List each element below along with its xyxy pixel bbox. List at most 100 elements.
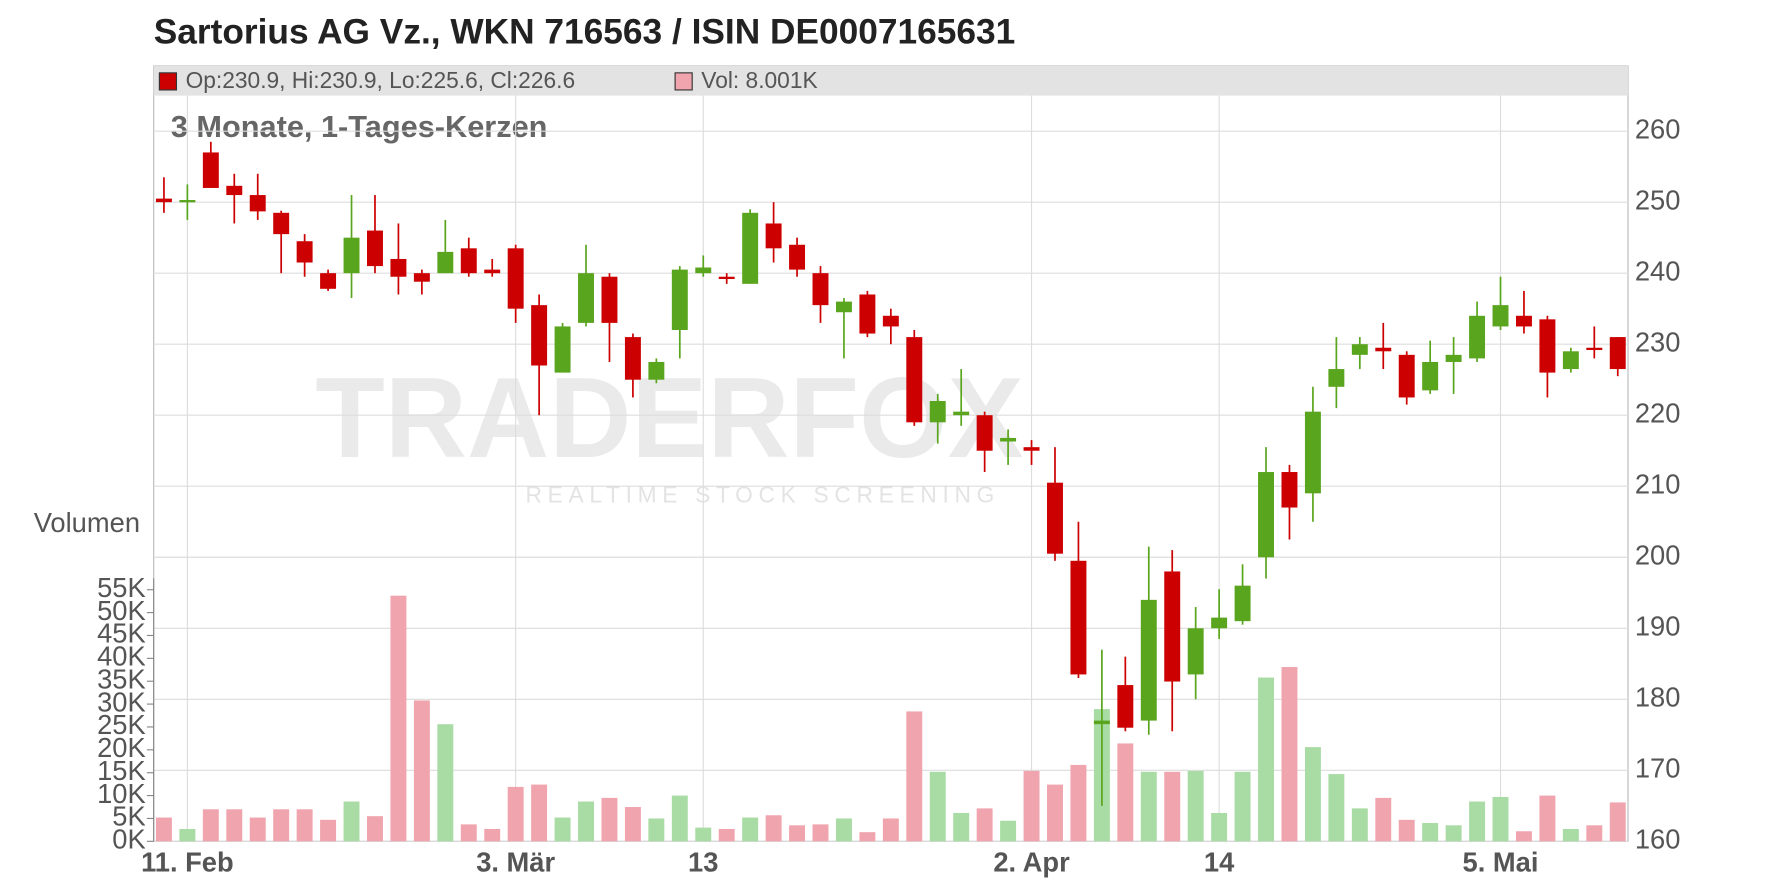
y-tick-label: 260 <box>1635 113 1681 144</box>
volume-tick-label: 55K <box>97 572 146 603</box>
candle-body <box>1609 337 1626 370</box>
candle-body <box>1234 585 1251 622</box>
candle-body <box>1375 347 1392 352</box>
candle-body <box>1469 315 1486 359</box>
candle-body <box>1070 560 1087 675</box>
x-tick-label: 3. Mär <box>476 846 555 877</box>
candle-body <box>812 273 829 306</box>
volume-bar <box>976 808 993 842</box>
watermark-sub: REALTIME STOCK SCREENING <box>525 481 1000 507</box>
volume-bar <box>1164 771 1181 842</box>
volume-bar <box>413 700 430 842</box>
candle-body <box>835 301 852 313</box>
volume-bar <box>507 786 524 842</box>
volume-bar <box>1070 764 1087 842</box>
candle-body <box>484 269 501 274</box>
volume-bar <box>1281 667 1298 842</box>
volume-bar <box>460 824 477 842</box>
volume-bar <box>1375 797 1392 842</box>
volume-tick-label: 25K <box>97 709 146 740</box>
volume-bar <box>648 818 665 842</box>
volume-bar <box>1398 819 1415 842</box>
candle-body <box>1281 472 1298 508</box>
volume-legend: Vol: 8.001K <box>701 67 817 93</box>
candle-body <box>507 248 524 309</box>
volume-bar <box>1515 831 1532 842</box>
volume-bar <box>226 809 243 842</box>
candle-body <box>1164 571 1181 682</box>
volume-bar <box>484 828 501 842</box>
volume-bar <box>812 824 829 842</box>
volume-bar <box>718 828 735 842</box>
candle-body <box>1187 628 1204 675</box>
candle-body <box>413 273 430 282</box>
x-tick-label: 5. Mai <box>1463 846 1539 877</box>
candle-body <box>1023 447 1040 451</box>
volume-bar <box>835 818 852 842</box>
volume-bar <box>953 812 970 842</box>
candle-body <box>202 152 219 188</box>
candle-body <box>1258 472 1274 558</box>
volume-bar <box>1445 825 1462 842</box>
volume-bar <box>296 809 313 842</box>
volume-bar <box>1422 823 1439 842</box>
candle-body <box>742 212 759 284</box>
volume-bar <box>437 724 454 842</box>
candle-body <box>1492 305 1509 327</box>
volume-bar <box>155 817 172 842</box>
volume-bar <box>1234 771 1251 842</box>
volume-bar <box>1562 828 1579 842</box>
volume-bar <box>1609 802 1626 842</box>
candle-body <box>437 251 454 274</box>
candle-body <box>554 326 571 373</box>
candle-body <box>718 276 735 280</box>
candle-body <box>624 337 641 380</box>
candle-body <box>789 244 806 270</box>
x-tick-label: 11. Feb <box>141 846 234 877</box>
volume-bar <box>882 818 899 842</box>
volume-bar <box>1211 812 1228 842</box>
volume-bar <box>1586 825 1603 842</box>
candle-body <box>249 195 266 212</box>
chart-title: Sartorius AG Vz., WKN 716563 / ISIN DE00… <box>154 12 1016 51</box>
candle-body <box>226 185 243 196</box>
legend-swatch <box>674 72 693 91</box>
volume-bar <box>531 784 548 842</box>
volume-bar <box>695 827 712 842</box>
candle-body <box>1211 617 1228 629</box>
volume-bar <box>179 828 196 842</box>
x-tick-label: 14 <box>1204 846 1235 877</box>
candle-body <box>906 337 923 423</box>
volume-bar <box>273 809 290 842</box>
y-tick-label: 240 <box>1635 255 1681 286</box>
legend-bar <box>153 66 1629 96</box>
volume-tick-label: 40K <box>97 641 146 672</box>
legend-swatch <box>158 72 178 91</box>
candle-body <box>296 241 313 263</box>
volume-bar <box>1469 801 1486 842</box>
y-tick-label: 210 <box>1635 468 1681 499</box>
volume-bar <box>1047 784 1063 842</box>
volume-bar <box>367 816 383 842</box>
volume-tick-label: 35K <box>97 663 146 694</box>
candle-body <box>179 200 196 203</box>
volume-tick-label: 50K <box>97 595 146 626</box>
volume-tick-label: 30K <box>97 686 146 717</box>
volume-bar <box>1140 771 1157 842</box>
volume-bar <box>789 825 806 842</box>
candle-body <box>1117 685 1134 728</box>
volume-bar <box>929 771 946 842</box>
volume-bar <box>601 797 618 842</box>
volume-tick-label: 15K <box>97 755 146 786</box>
volume-bar <box>859 832 876 842</box>
candle-body <box>1539 319 1556 373</box>
ohlc-legend: Op:230.9, Hi:230.9, Lo:225.6, Cl:226.6 <box>186 67 576 93</box>
volume-bar <box>202 809 219 842</box>
candle-body <box>578 273 594 323</box>
volume-bar <box>1117 743 1134 842</box>
candle-body <box>155 198 172 203</box>
volume-bar <box>624 807 641 842</box>
y-tick-label: 190 <box>1635 610 1681 641</box>
candle-body <box>531 305 548 366</box>
y-tick-label: 160 <box>1635 824 1681 855</box>
